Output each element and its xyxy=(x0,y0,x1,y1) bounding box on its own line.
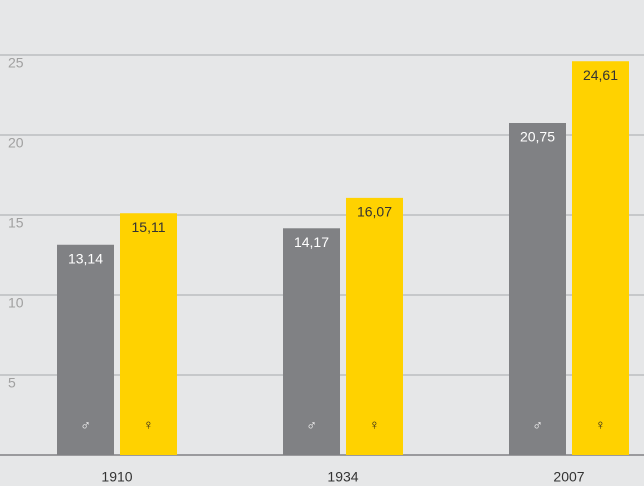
series-symbol: ♀ xyxy=(595,417,606,433)
value-label: 24,61 xyxy=(583,67,618,83)
x-tick-label: 1910 xyxy=(101,469,132,485)
x-tick-label: 1934 xyxy=(327,469,358,485)
series-symbol: ♂ xyxy=(306,417,317,433)
bar xyxy=(346,197,403,455)
value-label: 13,14 xyxy=(68,250,103,266)
bar xyxy=(572,61,629,456)
value-label: 15,11 xyxy=(132,219,166,235)
y-tick-label: 5 xyxy=(8,375,16,391)
bar xyxy=(509,123,566,455)
series-symbol: ♀ xyxy=(143,417,154,433)
value-label: 16,07 xyxy=(357,204,392,220)
value-label: 14,17 xyxy=(294,234,329,250)
bar xyxy=(57,244,114,455)
bar xyxy=(283,228,340,455)
series-symbol: ♂ xyxy=(80,417,91,433)
y-tick-label: 10 xyxy=(8,295,24,311)
x-tick-label: 2007 xyxy=(553,469,584,485)
y-tick-label: 15 xyxy=(8,215,24,231)
series-symbol: ♀ xyxy=(369,417,380,433)
value-label: 20,75 xyxy=(520,129,555,145)
bar xyxy=(120,213,177,455)
y-tick-label: 20 xyxy=(8,135,24,151)
series-symbol: ♂ xyxy=(532,417,543,433)
y-tick-label: 25 xyxy=(8,55,24,71)
